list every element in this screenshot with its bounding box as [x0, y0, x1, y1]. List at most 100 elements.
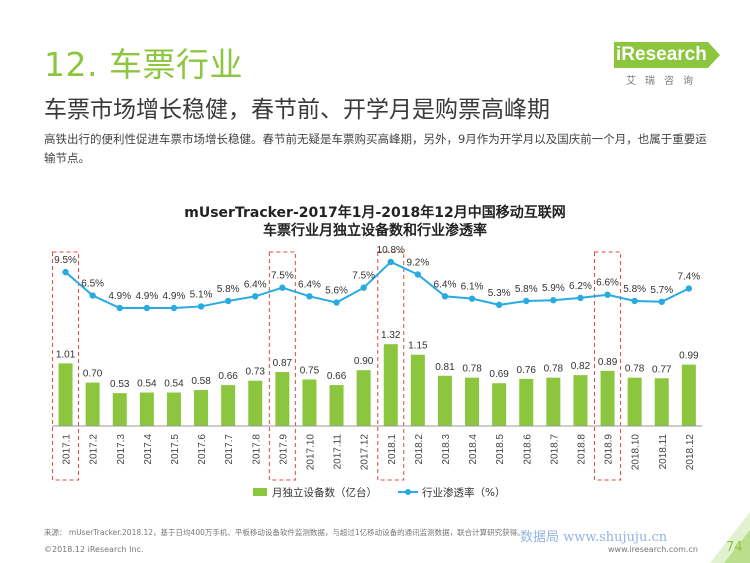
x-tick-label: 2017.3	[116, 434, 127, 465]
highlight-box	[377, 251, 405, 481]
bar-label: 0.77	[652, 364, 672, 375]
highlight-box	[594, 251, 622, 481]
line-label: 4.9%	[163, 291, 186, 302]
x-tick-label: 2018.12	[685, 434, 696, 471]
line-point	[279, 284, 286, 291]
bar	[194, 390, 209, 426]
bar-label: 1.01	[56, 349, 76, 360]
bar	[573, 375, 588, 426]
logo-text: iResearch	[616, 44, 707, 65]
bar	[627, 377, 642, 426]
x-tick-label: 2017.6	[197, 434, 208, 465]
x-tick-label: 2017.7	[224, 434, 235, 465]
bar	[681, 364, 696, 426]
line-label: 4.9%	[135, 291, 158, 302]
line-label: 9.2%	[406, 257, 429, 268]
line-point	[306, 293, 313, 300]
bar	[437, 375, 452, 426]
legend-swatch-line-dot	[405, 489, 411, 495]
description: 高铁出行的便利性促进车票市场增长稳健。春节前无疑是车票购买高峰期，另外，9月作为…	[44, 132, 707, 165]
line-label: 9.5%	[54, 255, 77, 266]
line-point	[360, 284, 367, 291]
bar	[600, 370, 615, 426]
bar-label: 0.70	[83, 369, 103, 380]
bar	[546, 377, 561, 426]
x-tick-label: 2018.4	[468, 434, 479, 465]
source-note: 来源： mUserTracker.2018.12，基于日均400万手机、平板移动…	[44, 528, 525, 537]
line-point	[224, 297, 232, 305]
line-point	[468, 295, 476, 302]
bar-label: 0.81	[435, 362, 455, 373]
bar	[139, 392, 154, 426]
line-point	[495, 301, 503, 309]
bar-label: 0.78	[625, 364, 645, 375]
x-tick-label: 2017.11	[333, 434, 344, 470]
logo-badge	[614, 42, 720, 68]
combo-chart: 1.01 0.70 0.53 0.54 0.54 0.58 0.66 0.73 0.87 0.75…	[52, 245, 703, 499]
line-point	[550, 297, 557, 304]
x-tick-label: 2018.10	[631, 434, 642, 471]
bar-label: 0.99	[679, 351, 699, 362]
line-label: 6.5%	[81, 279, 104, 290]
bar	[248, 380, 263, 426]
bar	[492, 383, 507, 426]
bar	[329, 385, 344, 426]
bar	[112, 393, 127, 426]
bar-label: 0.66	[218, 371, 238, 382]
corner-decoration	[710, 512, 750, 563]
x-tick-label: 2018.8	[576, 434, 587, 465]
line-label: 6.4%	[434, 279, 457, 290]
line-label: 5.8%	[217, 284, 240, 295]
bar-label: 1.32	[381, 330, 401, 341]
website-url: www.iresearch.com.cn	[608, 545, 698, 554]
highlight-box	[268, 251, 296, 481]
line-point	[685, 285, 693, 292]
legend-label-bars: 月独立设备数（亿台）	[272, 486, 377, 499]
line-label: 6.1%	[461, 282, 484, 293]
bar-label: 0.90	[354, 356, 374, 367]
bar-label: 0.69	[489, 369, 509, 380]
chart-title: mUserTracker-2017年1月-2018年12月中国移动互联网	[184, 205, 566, 221]
bar-label: 0.73	[246, 367, 266, 378]
headline: 车票市场增长稳健，春节前、开学月是购票高峰期	[44, 97, 550, 123]
bar	[383, 344, 398, 426]
bar	[58, 363, 73, 426]
bar	[519, 378, 534, 426]
line-point	[523, 297, 530, 305]
line-point	[387, 258, 394, 266]
line-label: 6.6%	[596, 278, 619, 289]
iresearch-logo: iResearch 艾瑞咨询	[612, 40, 722, 88]
copyright: ©2018.12 iResearch Inc.	[44, 545, 144, 554]
x-tick-label: 2017.8	[251, 434, 262, 465]
x-tick-label: 2017.12	[360, 434, 371, 471]
line-point	[197, 303, 205, 310]
line-point	[62, 268, 69, 276]
x-tick-label: 2018.5	[495, 434, 506, 465]
legend-label-line: 行业渗透率（%）	[422, 486, 505, 499]
line-label: 6.4%	[244, 279, 267, 290]
bar	[85, 382, 100, 426]
line-label: 6.2%	[569, 281, 592, 292]
x-tick-label: 2018.11	[658, 434, 669, 470]
line-label: 5.7%	[650, 285, 673, 296]
line-label: 5.3%	[488, 288, 511, 299]
line-label: 6.4%	[298, 279, 321, 290]
bar-label: 0.89	[598, 357, 618, 368]
bar	[302, 379, 317, 426]
line-point	[577, 294, 584, 302]
x-tick-label: 2017.5	[170, 434, 181, 465]
bar-label: 0.78	[462, 364, 482, 375]
line-series	[64, 260, 690, 309]
x-tick-label: 2018.2	[414, 434, 425, 465]
line-point	[333, 299, 340, 306]
highlight-box	[52, 251, 80, 481]
x-tick-label: 2018.1	[387, 434, 398, 465]
line-label: 7.4%	[677, 272, 700, 283]
line-point	[143, 304, 151, 312]
watermark: 数据局 www.shujuju.cn	[520, 530, 668, 545]
bar	[221, 385, 236, 426]
line-label: 5.6%	[325, 286, 348, 297]
x-tick-label: 2017.10	[305, 434, 316, 471]
x-tick-label: 2018.3	[441, 434, 452, 465]
line-point	[441, 293, 449, 300]
